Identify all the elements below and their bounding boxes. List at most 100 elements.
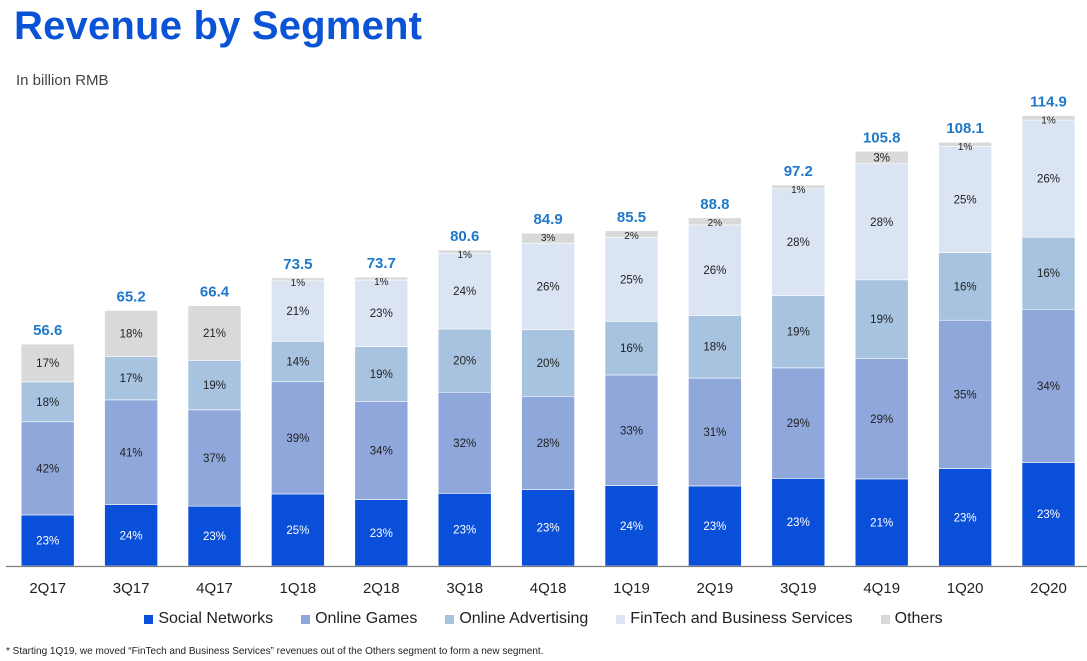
bar-segment-others-4q19: [854, 150, 909, 165]
legend-item-online-games: Online Games: [301, 610, 417, 628]
bar-segment-fintech-and-business-services-1q19: [604, 237, 659, 322]
legend-item-online-advertising: Online Advertising: [445, 610, 588, 628]
data-label-fintech-and-business-services-2q19: 26%: [703, 265, 726, 277]
data-label-online-games-3q19: 29%: [787, 418, 810, 430]
bar-segment-social-networks-4q17: [187, 505, 242, 567]
data-label-online-games-4q17: 37%: [203, 453, 226, 465]
bar-segment-online-advertising-3q17: [104, 356, 158, 401]
legend-swatch-social-networks: [144, 614, 154, 624]
bar-segment-online-advertising-4q18: [521, 329, 575, 397]
total-label-4q19: 105.8: [863, 129, 901, 146]
data-label-others-2q19: 2%: [708, 218, 723, 229]
x-tick-label-2q17: 2Q17: [29, 580, 66, 597]
x-tick-label-1q20: 1Q20: [947, 580, 984, 597]
data-label-others-3q18: 1%: [457, 250, 472, 261]
data-label-others-2q20: 1%: [1041, 116, 1056, 127]
data-label-online-advertising-1q20: 16%: [954, 281, 977, 293]
bar-segment-online-advertising-2q20: [1021, 236, 1076, 310]
bar-segment-online-games-3q17: [104, 399, 158, 505]
legend-label-others: Others: [894, 610, 943, 627]
data-label-online-games-2q18: 34%: [370, 445, 393, 457]
bar-segment-online-games-4q18: [521, 395, 575, 490]
data-label-social-networks-3q18: 23%: [453, 525, 476, 537]
data-label-online-games-1q20: 35%: [954, 389, 977, 401]
data-label-fintech-and-business-services-1q18: 21%: [286, 306, 309, 318]
bar-segment-others-1q20: [938, 141, 992, 147]
chart-legend: Social Networks Online Games Online Adve…: [0, 610, 1087, 628]
data-label-online-advertising-3q18: 20%: [453, 356, 476, 368]
bar-segment-online-advertising-2q19: [688, 315, 742, 379]
data-label-online-games-2q19: 31%: [703, 427, 726, 439]
data-label-online-games-1q19: 33%: [620, 425, 643, 437]
bar-segment-social-networks-3q19: [771, 478, 826, 567]
total-label-2q20: 114.9: [1030, 94, 1067, 111]
x-tick-label-2q20: 2Q20: [1030, 580, 1067, 597]
data-label-fintech-and-business-services-2q20: 26%: [1037, 174, 1060, 186]
total-label-2q19: 88.8: [700, 196, 729, 213]
data-label-others-1q18: 1%: [291, 278, 306, 289]
x-tick-label-4q17: 4Q17: [196, 580, 233, 597]
data-label-social-networks-2q19: 23%: [703, 521, 726, 533]
bar-segment-online-advertising-2q18: [354, 346, 409, 402]
total-label-3q19: 97.2: [784, 163, 813, 180]
bar-segment-others-1q19: [604, 230, 659, 238]
data-label-fintech-and-business-services-1q19: 25%: [620, 274, 643, 286]
bar-segment-others-3q17: [104, 310, 158, 357]
data-label-others-1q19: 2%: [624, 231, 639, 242]
total-label-1q19: 85.5: [617, 209, 646, 226]
data-label-online-games-2q17: 42%: [36, 463, 59, 475]
total-label-2q18: 73.7: [367, 255, 396, 272]
bar-segment-online-advertising-3q18: [437, 328, 492, 393]
data-label-social-networks-1q19: 24%: [620, 521, 643, 533]
data-label-online-advertising-1q19: 16%: [620, 343, 643, 355]
data-label-others-2q18: 1%: [374, 277, 389, 288]
bar-segment-online-games-1q20: [938, 319, 992, 469]
legend-label-fintech: FinTech and Business Services: [630, 610, 853, 627]
bar-segment-online-advertising-1q20: [938, 252, 992, 321]
bar-segment-online-advertising-4q17: [187, 360, 242, 411]
bar-segment-online-advertising-3q19: [771, 295, 826, 369]
bar-segment-others-3q19: [771, 184, 826, 190]
data-label-online-games-2q20: 34%: [1037, 381, 1060, 393]
bar-segment-online-games-4q19: [854, 358, 909, 480]
legend-swatch-online-games: [301, 614, 311, 624]
data-label-online-games-3q17: 41%: [120, 447, 143, 459]
total-label-4q18: 84.9: [533, 211, 562, 228]
bar-segment-online-advertising-4q19: [854, 279, 909, 359]
data-label-online-advertising-4q19: 19%: [870, 314, 893, 326]
data-label-fintech-and-business-services-4q19: 28%: [870, 217, 893, 229]
bar-segment-social-networks-1q20: [938, 468, 992, 567]
bar-segment-online-games-2q18: [354, 401, 409, 500]
data-label-social-networks-3q19: 23%: [787, 517, 810, 529]
data-label-social-networks-2q20: 23%: [1037, 509, 1060, 521]
chart-subtitle: In billion RMB: [16, 72, 109, 89]
page-title: Revenue by Segment: [14, 4, 423, 48]
legend-swatch-online-advertising: [445, 614, 455, 624]
data-label-online-advertising-2q19: 18%: [703, 342, 726, 354]
data-label-social-networks-4q18: 23%: [537, 523, 560, 535]
bar-segment-online-games-2q17: [20, 421, 75, 516]
total-label-3q17: 65.2: [116, 288, 145, 305]
bar-segment-online-games-3q18: [437, 391, 492, 494]
data-label-online-games-1q18: 39%: [286, 433, 309, 445]
x-tick-label-2q19: 2Q19: [697, 580, 734, 597]
bar-segment-social-networks-2q18: [354, 499, 409, 567]
bar-segment-social-networks-1q19: [604, 485, 659, 567]
bar-segment-social-networks-4q19: [854, 478, 909, 567]
data-label-social-networks-1q20: 23%: [954, 512, 977, 524]
total-label-1q20: 108.1: [946, 120, 984, 137]
legend-label-social-networks: Social Networks: [158, 610, 274, 627]
bar-segment-online-games-1q18: [271, 381, 325, 495]
bar-segment-others-3q18: [437, 249, 492, 254]
total-label-4q17: 66.4: [200, 284, 230, 301]
data-label-social-networks-1q18: 25%: [286, 525, 309, 537]
data-label-online-advertising-2q20: 16%: [1037, 268, 1060, 280]
bar-segment-online-advertising-1q18: [271, 340, 325, 382]
data-label-others-4q18: 3%: [541, 233, 556, 244]
data-label-social-networks-3q17: 24%: [120, 530, 143, 542]
x-tick-label-3q17: 3Q17: [113, 580, 150, 597]
total-label-3q18: 80.6: [450, 228, 479, 245]
bar-segment-others-4q17: [187, 305, 242, 361]
data-label-social-networks-2q17: 23%: [36, 535, 59, 547]
data-label-fintech-and-business-services-4q18: 26%: [537, 281, 560, 293]
